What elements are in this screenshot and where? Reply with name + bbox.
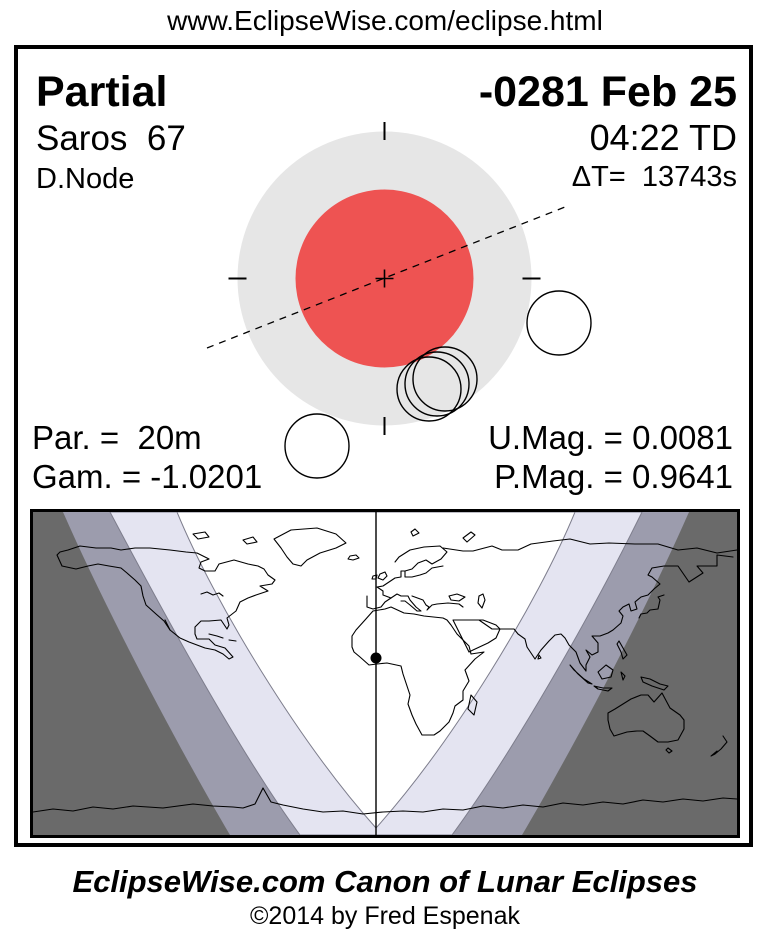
- madagascar: [467, 694, 478, 716]
- visibility-map-svg: [33, 512, 737, 835]
- shadow-geometry-figure: [206, 122, 592, 479]
- penumbral-magnitude: P.Mag. = 0.9641: [494, 458, 733, 495]
- eclipse-type-label: Partial: [36, 68, 168, 116]
- gamma-value: Gam. = -1.0201: [32, 458, 263, 495]
- eclipse-time: 04:22 TD: [589, 117, 737, 158]
- coastlines: [33, 527, 737, 815]
- tasmania: [665, 747, 673, 754]
- moon-circle-end: [526, 290, 592, 356]
- umbral-magnitude: U.Mag. = 0.0081: [488, 419, 733, 456]
- black-sea: [448, 593, 466, 602]
- baja-line: [164, 619, 171, 631]
- moon-circle-contact-2: [412, 346, 478, 412]
- source-url: www.EclipseWise.com/eclipse.html: [167, 5, 603, 36]
- delta-t-value: ΔT= 13743s: [571, 161, 737, 193]
- eclipse-date: -0281 Feb 25: [478, 68, 737, 116]
- cardinal-ticks: [228, 122, 541, 435]
- node-label: D.Node: [36, 163, 135, 195]
- moon-position-circles: [284, 290, 592, 479]
- footer-title: EclipseWise.com Canon of Lunar Eclipses: [72, 864, 698, 899]
- moon-circle-contact-1: [396, 356, 462, 422]
- visibility-map: [30, 509, 740, 838]
- moon-circle-greatest: [404, 351, 470, 417]
- shadow-center-cross: [375, 269, 394, 288]
- sub-lunar-point-dot: [370, 652, 382, 664]
- moon-circle-start: [284, 413, 350, 479]
- new-zealand: [710, 735, 728, 757]
- caspian-sea: [477, 593, 486, 609]
- saros-label: Saros 67: [36, 119, 186, 158]
- footer-copyright: ©2014 by Fred Espenak: [250, 902, 520, 930]
- great-lakes-line: [200, 591, 224, 597]
- eclipse-card: Partial Saros 67 D.Node -0281 Feb 25 04:…: [14, 45, 753, 847]
- partial-duration: Par. = 20m: [32, 419, 202, 456]
